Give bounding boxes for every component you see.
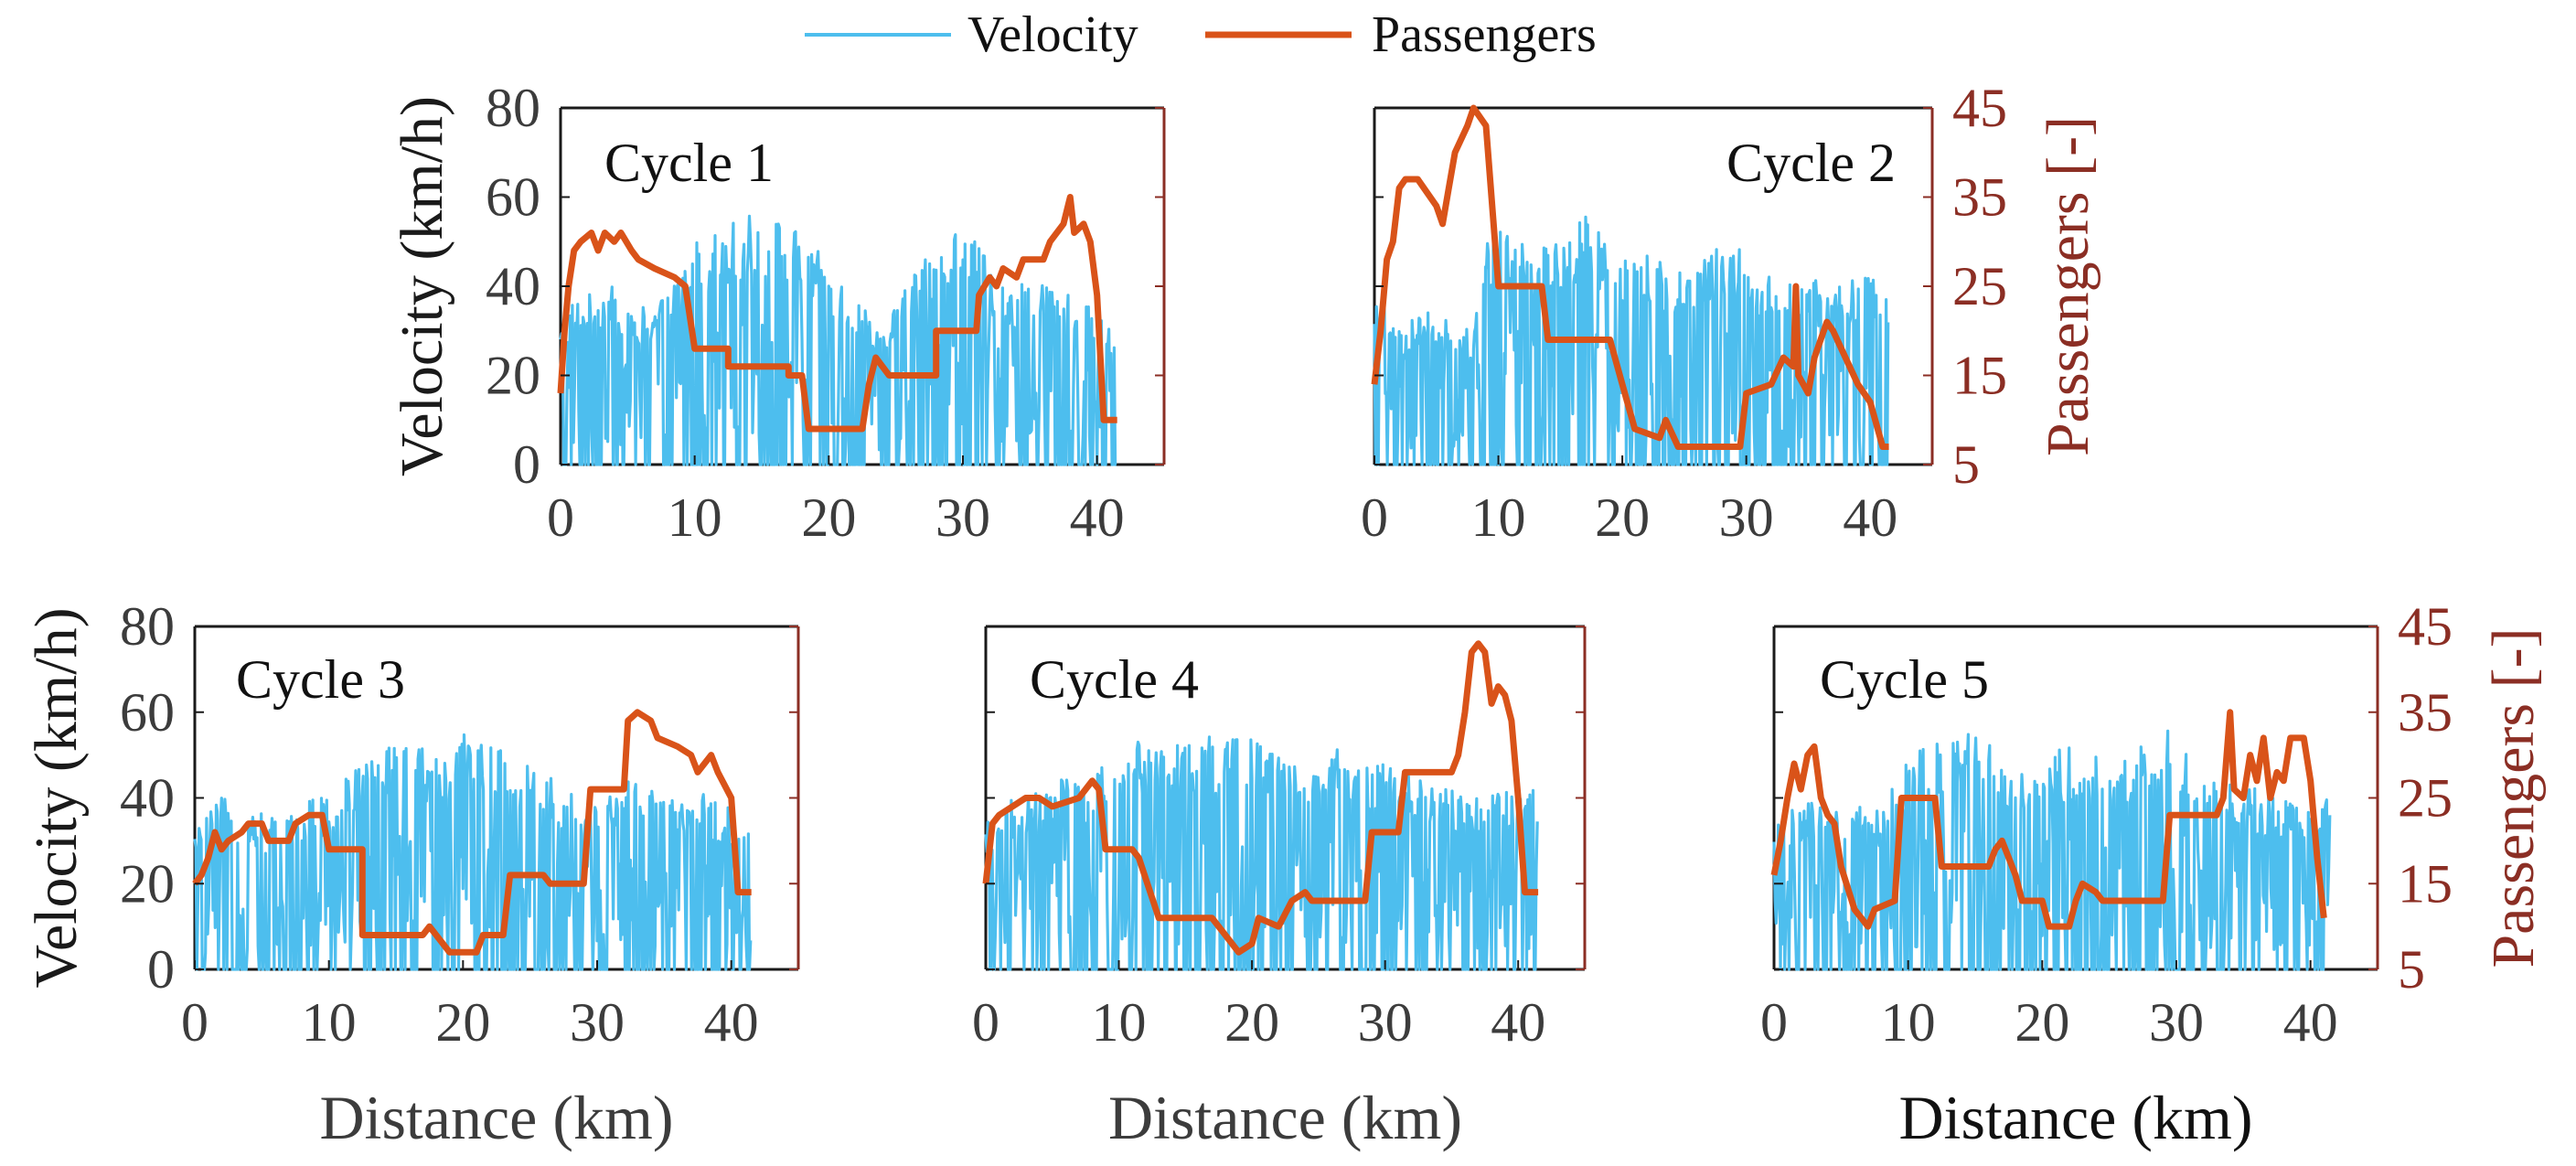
x-tick-label: 20 xyxy=(1224,992,1279,1053)
x-tick-label: 30 xyxy=(570,992,625,1053)
x-tick-label: 0 xyxy=(1760,992,1788,1053)
x-axis-label: Distance (km) xyxy=(1898,1083,2252,1152)
legend-velocity-label: Velocity xyxy=(967,6,1138,63)
right-axis-label: Passengers [-] xyxy=(2035,116,2101,456)
left-tick-label: 60 xyxy=(486,167,540,228)
right-tick-label: 5 xyxy=(1952,434,1980,495)
right-tick-label: 5 xyxy=(2398,939,2425,1000)
left-tick-label: 80 xyxy=(120,596,175,657)
y-axis-label: Velocity (km/h) xyxy=(389,96,455,476)
right-tick-label: 25 xyxy=(1952,256,2007,316)
left-tick-label: 20 xyxy=(120,853,175,914)
x-tick-label: 20 xyxy=(435,992,490,1053)
velocity-series-line xyxy=(1373,215,1890,466)
panel-title: Cycle 3 xyxy=(236,649,405,710)
panel-title: Cycle 4 xyxy=(1030,649,1199,710)
y-axis-label: Velocity (km/h) xyxy=(23,607,90,988)
left-tick-label: 40 xyxy=(486,256,540,316)
left-tick-label: 0 xyxy=(513,434,540,495)
x-tick-label: 0 xyxy=(547,487,574,548)
x-tick-label: 40 xyxy=(704,992,759,1053)
x-tick-label: 20 xyxy=(801,487,856,548)
right-axis-label: Passengers [-] xyxy=(2480,627,2547,968)
x-axis-label: Distance (km) xyxy=(319,1083,673,1152)
x-tick-label: 20 xyxy=(1595,487,1650,548)
legend: Velocity Passengers xyxy=(805,6,1597,63)
panel-title: Cycle 2 xyxy=(1726,133,1896,193)
x-tick-label: 30 xyxy=(2149,992,2204,1053)
velocity-series-line xyxy=(984,735,1539,971)
x-tick-label: 20 xyxy=(2015,992,2069,1053)
passengers-series-line xyxy=(982,640,1539,956)
x-tick-label: 10 xyxy=(1092,992,1147,1053)
x-tick-label: 30 xyxy=(1358,992,1413,1053)
x-tick-label: 0 xyxy=(972,992,999,1053)
right-tick-label: 45 xyxy=(1952,78,2007,138)
right-tick-label: 35 xyxy=(2398,682,2453,743)
panels: Cycle 1 0 10 20 30 40 0 20 40 60 80 Velocity (km/h)… xyxy=(23,78,2547,1152)
velocity-series-line xyxy=(193,733,753,971)
x-tick-label: 30 xyxy=(1719,487,1774,548)
passengers-series-line xyxy=(1770,709,2327,930)
left-tick-label: 0 xyxy=(147,939,175,1000)
x-tick-label: 0 xyxy=(1361,487,1388,548)
left-tick-label: 20 xyxy=(486,346,540,406)
right-tick-label: 45 xyxy=(2398,596,2453,657)
x-tick-label: 40 xyxy=(1843,487,1897,548)
legend-passengers-label: Passengers xyxy=(1372,6,1597,63)
x-tick-label: 10 xyxy=(302,992,357,1053)
x-tick-label: 40 xyxy=(1491,992,1545,1053)
panel-cycle-5: Cycle 5 0 10 20 30 40 5 15 25 35 45 Passengers [-] D… xyxy=(1760,596,2547,1152)
x-tick-label: 40 xyxy=(1070,487,1125,548)
x-axis-label: Distance (km) xyxy=(1108,1083,1462,1152)
passengers-series-line xyxy=(557,194,1117,433)
right-tick-label: 15 xyxy=(1952,346,2007,406)
panel-cycle-4: Cycle 4 0 10 20 30 40 Distance (km) xyxy=(972,625,1587,1152)
x-tick-label: 10 xyxy=(1471,487,1526,548)
left-tick-label: 60 xyxy=(120,682,175,743)
left-tick-label: 80 xyxy=(486,78,540,138)
x-tick-label: 10 xyxy=(668,487,722,548)
right-tick-label: 25 xyxy=(2398,768,2453,829)
passengers-series-line xyxy=(1371,104,1889,450)
right-tick-label: 35 xyxy=(1952,167,2007,228)
x-tick-label: 40 xyxy=(2283,992,2338,1053)
panel-cycle-2: Cycle 2 0 10 20 30 40 5 15 25 35 45 Passengers [-] xyxy=(1361,78,2101,548)
x-tick-label: 0 xyxy=(181,992,208,1053)
velocity-series-line xyxy=(1772,729,2332,971)
panel-title: Cycle 5 xyxy=(1820,649,1989,710)
x-tick-label: 30 xyxy=(935,487,990,548)
panel-title: Cycle 1 xyxy=(604,133,774,193)
panel-cycle-1: Cycle 1 0 10 20 30 40 0 20 40 60 80 Velocity (km/h) xyxy=(389,78,1166,548)
right-tick-label: 15 xyxy=(2398,853,2453,914)
left-tick-label: 40 xyxy=(120,768,175,829)
panel-cycle-3: Cycle 3 0 10 20 30 40 0 20 40 60 80 Velocity (km/h)… xyxy=(23,596,800,1152)
x-tick-label: 10 xyxy=(1881,992,1936,1053)
passengers-series-line xyxy=(192,709,752,956)
velocity-series-line xyxy=(559,214,1117,466)
